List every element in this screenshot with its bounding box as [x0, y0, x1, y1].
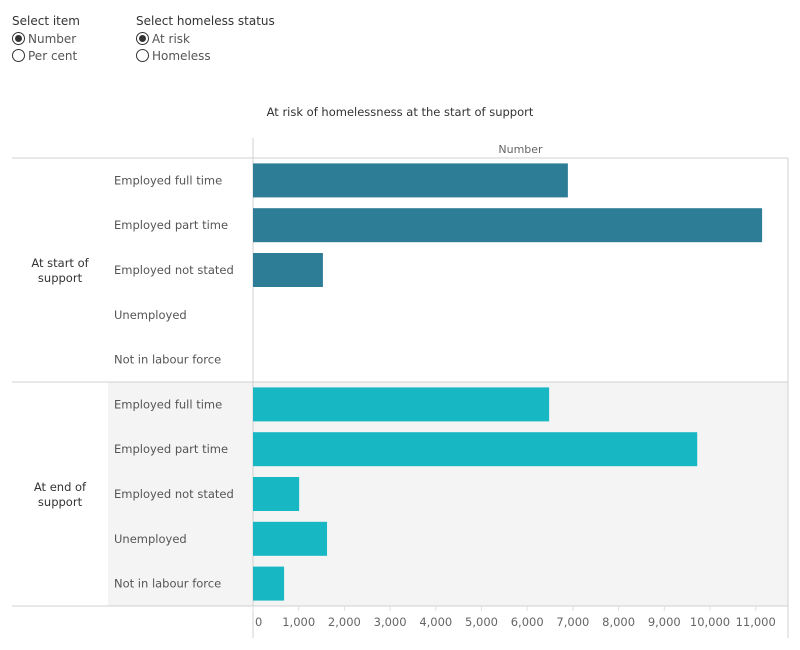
select-item-title: Select item: [12, 14, 80, 28]
x-tick-label: 7,000: [556, 615, 589, 629]
category-label: Unemployed: [114, 532, 187, 546]
category-label: Employed not stated: [114, 263, 234, 277]
radio-selected-icon[interactable]: [136, 32, 149, 45]
x-tick-label: 8,000: [602, 615, 635, 629]
group-label: At start of support: [31, 256, 89, 285]
x-tick-label: 10,000: [690, 615, 730, 629]
category-label: Employed part time: [114, 442, 228, 456]
bar: [253, 387, 550, 422]
x-tick-label: 2,000: [328, 615, 361, 629]
radio-label: Number: [28, 31, 77, 46]
x-tick-label: 1,000: [282, 615, 315, 629]
bar: [253, 566, 285, 601]
radio-label: Homeless: [152, 48, 211, 63]
x-tick-label: 9,000: [648, 615, 681, 629]
category-label: Not in labour force: [114, 577, 221, 591]
radio-unselected-icon[interactable]: [12, 49, 25, 62]
select-item-control: Select item Number Per cent: [12, 14, 80, 64]
radio-homeless[interactable]: Homeless: [136, 47, 275, 64]
x-tick-label: 5,000: [465, 615, 498, 629]
bar: [253, 521, 328, 556]
x-tick-label: 3,000: [374, 615, 407, 629]
axis-title: Number: [498, 143, 543, 156]
category-label: Employed full time: [114, 173, 222, 187]
category-label: Employed not stated: [114, 487, 234, 501]
chart-title: At risk of homelessness at the start of …: [266, 105, 534, 119]
bar: [253, 477, 300, 511]
group-label: At end of support: [34, 480, 87, 509]
radio-unselected-icon[interactable]: [136, 49, 149, 62]
bar: [253, 432, 698, 467]
bar: [253, 208, 763, 243]
bar: [253, 163, 568, 198]
radio-label: Per cent: [28, 48, 78, 63]
category-label: Not in labour force: [114, 353, 221, 367]
x-tick-label: 4,000: [419, 615, 452, 629]
category-label: Unemployed: [114, 308, 187, 322]
radio-per-cent[interactable]: Per cent: [12, 47, 80, 64]
select-status-control: Select homeless status At risk Homeless: [136, 14, 275, 64]
x-tick-label: 6,000: [511, 615, 544, 629]
bar: [253, 253, 323, 287]
radio-number[interactable]: Number: [12, 30, 80, 47]
radio-at-risk[interactable]: At risk: [136, 30, 275, 47]
select-status-title: Select homeless status: [136, 14, 275, 28]
x-tick-label: 11,000: [736, 615, 776, 629]
category-label: Employed full time: [114, 397, 222, 411]
x-tick-label: 0: [255, 615, 262, 629]
category-label: Employed part time: [114, 218, 228, 232]
radio-selected-icon[interactable]: [12, 32, 25, 45]
radio-label: At risk: [152, 31, 190, 46]
